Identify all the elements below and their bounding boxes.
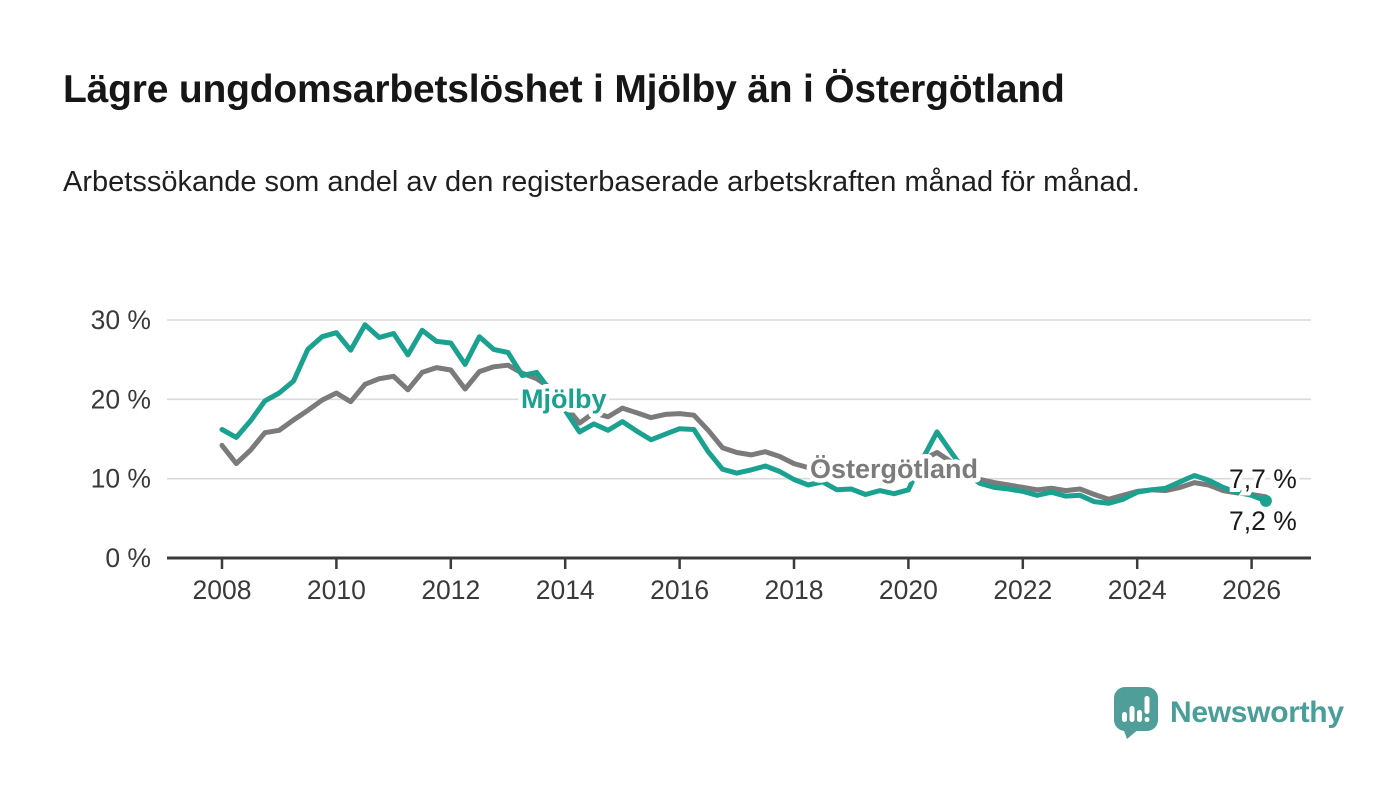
y-axis-label: 30 % <box>91 305 151 335</box>
x-axis-label: 2022 <box>993 575 1052 605</box>
y-axis-label: 0 % <box>105 543 151 573</box>
chart-subtitle: Arbetssökande som andel av den registerb… <box>63 166 1140 198</box>
x-axis-label: 2024 <box>1108 575 1167 605</box>
x-axis-label: 2012 <box>421 575 480 605</box>
series-line--sterg-tland <box>219 362 1269 502</box>
series-end-dot <box>1259 494 1272 507</box>
x-axis-label: 2018 <box>765 575 824 605</box>
y-axis-label: 20 % <box>91 384 151 414</box>
x-axis-label: 2020 <box>879 575 938 605</box>
series-line-mj-lby <box>219 322 1269 506</box>
end-value-label: 7,7 % <box>1229 464 1297 494</box>
newsworthy-logo-icon <box>1114 687 1158 739</box>
x-axis-label: 2010 <box>307 575 366 605</box>
x-axis-label: 2008 <box>193 575 252 605</box>
x-axis-label: 2014 <box>536 575 595 605</box>
series-label: Östergötland <box>810 454 978 484</box>
newsworthy-logo-text: Newsworthy <box>1170 696 1344 729</box>
x-axis-label: 2026 <box>1222 575 1281 605</box>
chart-title: Lägre ungdomsarbetslöshet i Mjölby än i … <box>63 68 1065 111</box>
x-axis-label: 2016 <box>650 575 709 605</box>
series-label: Mjölby <box>521 384 607 414</box>
end-value-label: 7,2 % <box>1229 506 1297 536</box>
y-axis-label: 10 % <box>91 464 151 494</box>
newsworthy-logo: Newsworthy <box>1113 686 1344 740</box>
